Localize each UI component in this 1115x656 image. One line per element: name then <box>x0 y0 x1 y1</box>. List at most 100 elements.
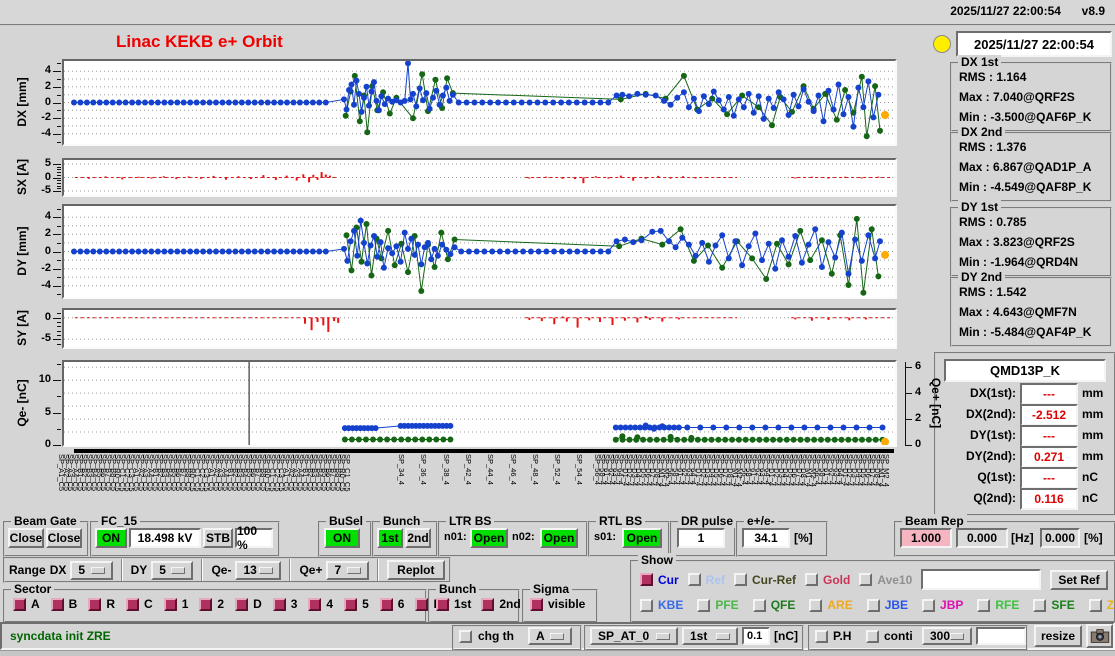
show-jbe-checkbox[interactable] <box>866 598 880 612</box>
show-kbe-checkbox[interactable] <box>640 598 653 612</box>
show-sfe-checkbox[interactable] <box>1033 598 1047 612</box>
sx-minor-tick <box>57 188 61 189</box>
fc15-percent-field[interactable]: 100 % <box>235 524 273 552</box>
busel-on-button[interactable]: ON <box>324 528 360 548</box>
show-cur-checkbox[interactable] <box>640 573 653 586</box>
qe-major-tick <box>53 380 61 381</box>
show-ref-label: Ref <box>705 572 726 587</box>
ltr-n01-open-button[interactable]: Open <box>470 528 508 548</box>
bpm-label: SP_C3_C5 <box>127 454 137 492</box>
bpm-label: SP_B7_C5 <box>328 454 338 492</box>
eplus-eminus-field[interactable]: 34.1 <box>742 528 790 548</box>
rtl-s01-open-button[interactable]: Open <box>622 528 662 548</box>
sector-bt-checkbox[interactable] <box>415 597 429 611</box>
screenshot-button[interactable] <box>1086 624 1113 648</box>
sector-4-checkbox[interactable] <box>308 597 322 611</box>
show-are-checkbox[interactable] <box>809 598 823 612</box>
bpm-label: SP_D8_4 <box>726 454 735 487</box>
show-curref-checkitem: Cur-Ref <box>734 573 796 587</box>
threshold-field[interactable]: 0.1 <box>742 627 770 645</box>
range-dy-dropdown[interactable]: 5 <box>151 560 194 580</box>
bpm-label: SP_D8_4 <box>652 454 662 487</box>
sector-c-checkbox[interactable] <box>126 597 140 611</box>
bpm-label: SP_M2_4 <box>661 454 671 487</box>
bunch-2nd-checkbox[interactable] <box>481 597 495 611</box>
bpm-label: SP_D4_4 <box>634 454 644 487</box>
qe-right-tick <box>905 445 912 446</box>
sector-d-checkbox[interactable] <box>235 597 249 611</box>
bpm-label: SP_58_4 <box>597 454 607 485</box>
range-dx-dropdown[interactable]: 5 <box>70 560 113 580</box>
show-zre-checkbox[interactable] <box>1088 598 1102 612</box>
fc15-on-button[interactable]: ON <box>95 528 127 548</box>
show-rfe-checkbox[interactable] <box>977 598 991 612</box>
bpm-label: SP_R0_C5 <box>188 454 198 492</box>
range-qeminus-dropdown[interactable]: 13 <box>235 560 282 580</box>
show-pfe-checkbox[interactable] <box>697 598 711 612</box>
ref-name-input[interactable] <box>921 569 1041 590</box>
bunch-1st-checkbox[interactable] <box>436 597 449 611</box>
range-qeplus-dropdown[interactable]: 7 <box>326 560 369 580</box>
sector-c-checkitem: C <box>126 597 153 611</box>
beam-rep-percent-unit: [%] <box>1084 531 1103 545</box>
sigma-group: Sigma visible <box>522 582 598 623</box>
dropdown-indicator-icon <box>950 632 964 640</box>
beam-rep-set-field[interactable]: 1.000 <box>900 528 952 548</box>
status-indicator-light <box>933 35 951 53</box>
sector-2-checkbox[interactable] <box>199 597 213 611</box>
fc15-kv-field[interactable]: 18.498 kV <box>129 528 201 548</box>
chg-th-dropdown[interactable]: A <box>528 627 572 645</box>
bpm-label: SP_B5_C5 <box>319 454 329 492</box>
stats-dx2-title: DX 2nd <box>958 125 1006 139</box>
sector-3-checkbox[interactable] <box>272 597 286 611</box>
beam-rep-percent-field: 0.000 <box>1040 528 1080 548</box>
show-curref-checkbox[interactable] <box>734 573 748 586</box>
busel-group: BuSel ON <box>318 514 372 557</box>
dx-plot-canvas <box>64 60 895 140</box>
bpm-label: SP_B1_C5 <box>150 454 160 492</box>
points-dropdown[interactable]: 300 <box>922 627 972 645</box>
chg-th-checkbox[interactable] <box>459 630 472 643</box>
resize-button[interactable]: resize <box>1034 625 1082 647</box>
sp-at-dropdown[interactable]: SP_AT_0 <box>590 627 678 645</box>
show-group: Show Cur Ref Cur-Ref Gold Ave10 Set Ref KBE P… <box>630 553 1115 623</box>
dr-pulse-field[interactable]: 1 <box>677 528 725 548</box>
set-ref-button[interactable]: Set Ref <box>1050 569 1108 590</box>
dx-minor-tick <box>57 142 61 143</box>
conti-checkbox[interactable] <box>866 630 879 643</box>
sector-b-checkbox[interactable] <box>50 597 64 611</box>
ph-checkbox[interactable] <box>815 630 828 643</box>
show-ref-checkbox[interactable] <box>687 573 701 586</box>
replot-button[interactable]: Replot <box>386 560 445 580</box>
status-bar: syncdata init ZRE chg th A SP_AT_0 1st 0… <box>0 622 1115 651</box>
beam-rep-group: Beam Rep 1.000 0.000 [Hz] 0.000 [%] <box>894 514 1115 557</box>
show-jbp-checkbox[interactable] <box>922 598 936 612</box>
sector-2-checkitem: 2 <box>199 597 224 611</box>
bpm-label: SP_C2_C5 <box>197 454 207 492</box>
extra-input[interactable] <box>976 627 1026 645</box>
sector-5-checkbox[interactable] <box>344 597 358 611</box>
sp-bunch-dropdown[interactable]: 1st <box>682 627 738 645</box>
sector-1-checkbox[interactable] <box>163 597 177 611</box>
bunch-1st-button[interactable]: 1st <box>377 528 403 548</box>
fc15-stb-button[interactable]: STB <box>203 528 233 548</box>
fc15-group: FC_15 ON 18.498 kV STB 100 % <box>90 514 280 557</box>
bpm-name-field[interactable]: QMD13P_K <box>944 359 1106 382</box>
beam-gate-close-1-button[interactable]: Close <box>8 528 44 548</box>
sigma-visible-checkbox[interactable] <box>530 597 543 611</box>
sector-r-checkbox[interactable] <box>88 597 102 611</box>
sector-6-checkbox[interactable] <box>379 597 393 611</box>
show-gold-checkbox[interactable] <box>805 573 819 586</box>
show-ave10-checkbox[interactable] <box>859 573 873 586</box>
ltr-n02-open-button[interactable]: Open <box>540 528 578 548</box>
timestamp: 2025/11/27 22:00:54 <box>974 36 1094 52</box>
beam-gate-close-2-button[interactable]: Close <box>46 528 82 548</box>
bpm-label: SP_64_4 <box>836 454 846 485</box>
bpm-label: SP_61_4 <box>675 454 685 485</box>
dx-minor-tick <box>57 95 61 96</box>
bunch-2nd-button[interactable]: 2nd <box>405 528 431 548</box>
dy-minor-tick <box>57 226 61 227</box>
bpm-label: SP_B5_C5 <box>169 454 179 492</box>
sector-a-checkbox[interactable] <box>13 597 26 611</box>
show-qfe-checkbox[interactable] <box>752 598 766 612</box>
